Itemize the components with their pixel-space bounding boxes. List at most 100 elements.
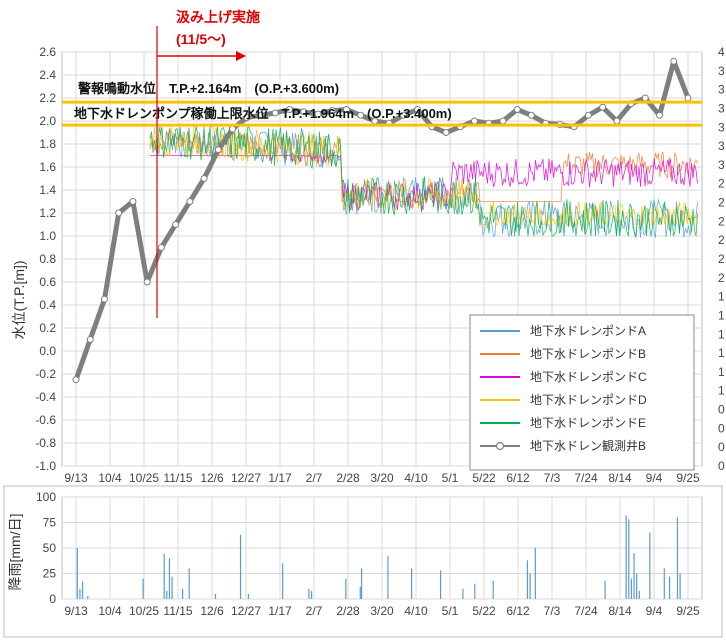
observation-well-point — [200, 175, 208, 182]
upper-y-tick-label: 2.2 — [39, 91, 56, 105]
observation-well-point — [271, 109, 279, 117]
pump-series-line — [149, 126, 698, 238]
upper-x-tick-label: 11/15 — [163, 471, 192, 485]
rainfall-bar — [76, 548, 78, 599]
right-tick-label: 0 — [718, 403, 725, 417]
observation-well-point — [613, 117, 621, 125]
right-tick-label: 2 — [718, 252, 725, 266]
lower-x-tick-label: 2/28 — [336, 604, 360, 618]
rainfall-bar — [628, 519, 630, 599]
upper-x-tick-label: 7/24 — [574, 471, 598, 485]
lower-x-tick-label: 4/10 — [404, 604, 428, 618]
observation-well-point — [115, 209, 123, 217]
upper-y-tick-label: 1.8 — [39, 137, 56, 151]
upper-x-ticks: 9/13 10/4 10/25 11/15 12/6 12/27 1/17 2/7 2/28 3/… — [64, 471, 700, 485]
rainfall-bar — [171, 576, 173, 599]
observation-well-point — [243, 114, 251, 122]
legend-label: 地下水ドレンポンドE — [530, 416, 646, 430]
right-tick-label: 3 — [718, 139, 725, 153]
observation-well-point — [599, 103, 607, 111]
rainfall-bar — [188, 568, 190, 599]
upper-y-tick-label: -0.6 — [35, 413, 56, 427]
rainfall-bar — [361, 568, 363, 599]
legend-label: 地下水ドレンポンドC — [530, 370, 647, 384]
right-tick-label: 1 — [718, 365, 725, 379]
rainfall-bar — [359, 586, 361, 599]
observation-well-point — [641, 94, 649, 102]
lower-y-tick-label: 0 — [49, 592, 56, 606]
lower-x-tick-label: 9/25 — [676, 604, 700, 618]
upper-x-tick-label: 2/28 — [336, 471, 360, 485]
observation-well-point — [656, 111, 664, 119]
legend-label: 地下水ドレンポンドB — [530, 347, 646, 361]
observation-well-point — [300, 108, 308, 116]
rainfall-bar — [310, 590, 313, 599]
upper-y-tick-label: 1.6 — [39, 160, 56, 174]
rainfall-bar — [474, 583, 476, 599]
rainfall-bar — [87, 595, 89, 599]
rainfall-bar — [679, 573, 681, 599]
rainfall-bar — [439, 570, 442, 599]
upper-y-ticks: 2.6 2.4 2.2 2.0 1.8 1.6 1.4 1.2 1.0 0.8 0.6 0.4 0.2 0… — [35, 45, 56, 473]
lower-grid — [62, 496, 702, 600]
observation-well-point — [471, 117, 479, 125]
upper-y-tick-label: -0.8 — [35, 436, 56, 450]
observation-well-point — [499, 117, 507, 125]
legend-box — [469, 314, 695, 471]
observation-well-point — [399, 111, 407, 119]
right-tick-label: 3 — [718, 64, 725, 78]
right-tick-label: 2 — [718, 233, 725, 247]
legend-label: 地下水ドレンポンドA — [530, 324, 646, 338]
upper-x-tick-label: 9/4 — [646, 471, 663, 485]
upper-x-tick-label: 5/1 — [442, 471, 459, 485]
upper-x-tick-label: 12/27 — [231, 471, 261, 485]
rainfall-bar — [529, 573, 531, 599]
lower-x-tick-label: 12/6 — [200, 604, 224, 618]
legend: 地下水ドレンポンドA 地下水ドレンポンドB 地下水ドレンポンドC 地下水ドレンポンドD… — [469, 314, 695, 471]
rainfall-bar — [668, 576, 671, 599]
upper-y-tick-label: 0.8 — [39, 252, 56, 266]
right-tick-label: 2 — [718, 214, 725, 228]
pump-series-line — [149, 126, 698, 227]
rainfall-bar — [282, 563, 284, 599]
observation-well-point — [584, 111, 592, 119]
observation-well-point — [72, 376, 80, 384]
lower-y-tick-label: 75 — [43, 516, 57, 530]
right-tick-label: 0 — [718, 440, 725, 454]
rainfall-bar — [345, 578, 347, 599]
right-tick-label: 3 — [718, 120, 725, 134]
lower-y-tick-label: 50 — [43, 541, 57, 555]
rainfall-bar — [526, 560, 529, 599]
rainfall-bar — [676, 517, 679, 599]
right-tick-label: 2 — [718, 177, 725, 191]
observation-well-point — [86, 336, 94, 343]
rainfall-bar — [462, 588, 464, 599]
rainfall-bar — [166, 590, 168, 599]
pumping-start-arrow-head — [236, 51, 246, 61]
upper-x-tick-label: 10/25 — [129, 471, 159, 485]
observation-well-point — [214, 146, 222, 154]
upper-y-tick-label: 2.0 — [39, 114, 56, 128]
lower-x-tick-label: 5/1 — [442, 604, 459, 618]
observation-well-point — [328, 107, 336, 115]
upper-x-tick-label: 7/3 — [544, 471, 561, 485]
right-tick-label: 1 — [718, 308, 725, 322]
upper-y-tick-label: 2.6 — [39, 45, 56, 59]
rainfall-bar — [649, 532, 651, 599]
right-tick-label: 0 — [718, 421, 725, 435]
lower-x-tick-label: 9/4 — [646, 604, 663, 618]
rainfall-bar — [636, 573, 638, 599]
rainfall-bar — [638, 590, 640, 599]
upper-y-tick-label: 0.2 — [39, 321, 56, 335]
upper-x-tick-label: 6/12 — [506, 471, 530, 485]
upper-x-tick-label: 5/22 — [472, 471, 496, 485]
rainfall-bar — [633, 553, 635, 599]
observation-well-point — [186, 198, 194, 205]
rainfall-bar — [387, 556, 389, 599]
lower-x-ticks: 9/13 10/4 10/25 11/15 12/6 12/27 1/17 2/7 2/28 3/… — [64, 604, 700, 618]
lower-x-tick-label: 9/13 — [64, 604, 88, 618]
right-tick-label: 1 — [718, 346, 725, 360]
rainfall-bar — [214, 593, 217, 599]
observation-well-point — [342, 106, 350, 113]
rainfall-bar — [630, 578, 633, 599]
